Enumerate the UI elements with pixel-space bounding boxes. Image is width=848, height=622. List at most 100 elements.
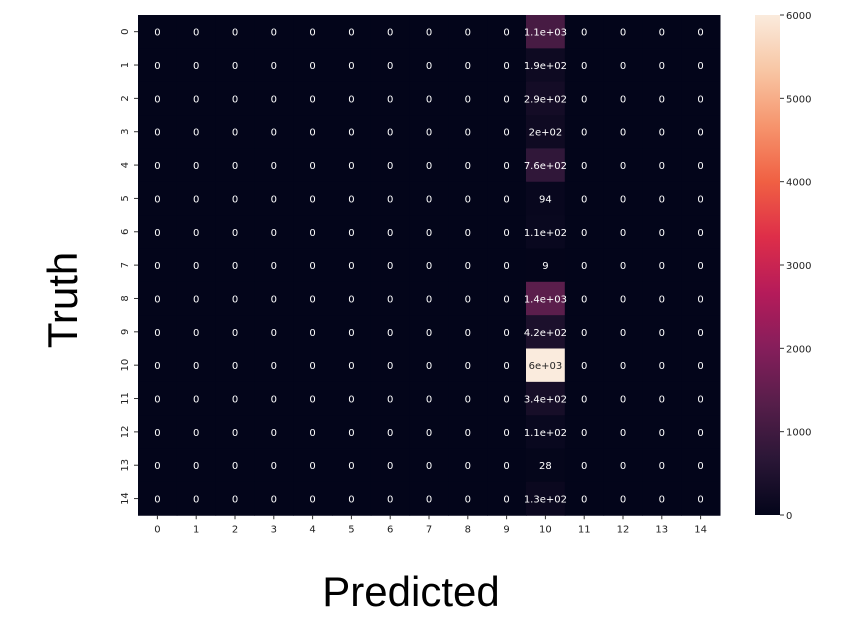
cell-value-label: 0: [426, 395, 432, 406]
cell-value-label: 0: [309, 194, 315, 205]
cell-value-label: 0: [697, 128, 703, 139]
cell-value-label: 0: [387, 261, 393, 272]
heatmap-cell: [681, 181, 721, 216]
cell-value-label: 0: [659, 61, 665, 72]
x-tick-label: 9: [503, 524, 509, 535]
cell-value-label: 0: [465, 28, 471, 39]
cell-value-label: 0: [154, 495, 160, 506]
colorbar-tick-label: 0: [786, 511, 792, 522]
cell-value-label: 2.9e+02: [524, 94, 567, 105]
heatmap-cell: [564, 248, 605, 283]
x-axis-title: Predicted: [322, 568, 499, 615]
heatmap-cell: [603, 115, 643, 149]
cell-value-label: 0: [659, 128, 665, 139]
heatmap-cell: [332, 215, 372, 249]
cell-value-label: 0: [154, 61, 160, 72]
cell-value-label: 0: [193, 228, 199, 239]
cell-value-label: 0: [387, 61, 393, 72]
x-tick-label: 6: [387, 524, 393, 535]
heatmap-cell: [681, 148, 721, 183]
cell-value-label: 0: [426, 428, 432, 439]
heatmap-cell: [681, 248, 721, 283]
cell-value-label: 0: [193, 94, 199, 105]
heatmap-cell: [254, 281, 294, 316]
cell-value-label: 0: [697, 495, 703, 506]
heatmap-cell: [176, 81, 217, 116]
cell-value-label: 0: [581, 428, 587, 439]
cell-value-label: 0: [309, 161, 315, 172]
cell-value-label: 0: [659, 361, 665, 372]
heatmap-cell: [642, 415, 682, 450]
cell-value-label: 0: [465, 461, 471, 472]
cell-value-label: 0: [154, 128, 160, 139]
heatmap-cell: [487, 381, 527, 416]
cell-value-label: 0: [620, 128, 626, 139]
heatmap-cell: [332, 448, 372, 483]
cell-value-label: 0: [659, 495, 665, 506]
heatmap-cell: [332, 348, 372, 383]
heatmap-cell: [642, 15, 682, 49]
cell-value-label: 0: [309, 128, 315, 139]
heatmap-cell: [370, 415, 411, 450]
heatmap-cell: [642, 181, 682, 216]
heatmap-cell: [603, 348, 643, 383]
heatmap-cell: [215, 248, 255, 283]
cell-value-label: 0: [193, 495, 199, 506]
x-tick-label: 12: [617, 524, 630, 535]
y-tick-label: 11: [120, 392, 131, 405]
heatmap-cell: [448, 148, 488, 183]
cell-value-label: 0: [503, 461, 509, 472]
heatmap-cell: [293, 15, 333, 49]
cell-value-label: 0: [154, 461, 160, 472]
cell-value-label: 0: [465, 294, 471, 305]
cell-value-label: 0: [348, 28, 354, 39]
cell-value-label: 0: [620, 361, 626, 372]
heatmap-cell: [332, 181, 372, 216]
x-axis-ticks: 0 1 2 3 4 5 6 7 8 9 10 11 12 13 14: [154, 515, 707, 535]
cell-value-label: 0: [659, 294, 665, 305]
heatmap-cell: [409, 15, 449, 49]
cell-value-label: 0: [697, 395, 703, 406]
cell-value-label: 0: [387, 28, 393, 39]
cell-value-label: 0: [503, 28, 509, 39]
cell-value-label: 0: [581, 28, 587, 39]
cell-value-label: 0: [620, 495, 626, 506]
cell-value-label: 0: [503, 294, 509, 305]
heatmap-cell: [370, 315, 411, 349]
cell-value-label: 0: [581, 395, 587, 406]
heatmap-cell: [642, 215, 682, 249]
heatmap-cell: [370, 81, 411, 116]
cell-value-label: 0: [232, 395, 238, 406]
y-tick-label: 5: [120, 195, 131, 201]
y-tick-label: 9: [120, 329, 131, 335]
cell-value-label: 0: [154, 194, 160, 205]
heatmap-cell: [215, 181, 255, 216]
heatmap-cell: [409, 48, 449, 83]
heatmap-cell: [603, 15, 643, 49]
heatmap-cell: [448, 415, 488, 450]
cell-value-label: 0: [387, 328, 393, 339]
heatmap-cell: [332, 15, 372, 49]
cell-value-label: 1.1e+02: [524, 228, 567, 239]
y-tick-label: 10: [120, 359, 131, 372]
heatmap-cell: [448, 48, 488, 83]
cell-value-label: 1.4e+03: [524, 294, 567, 305]
heatmap-cell: [293, 81, 333, 116]
cell-value-label: 0: [309, 261, 315, 272]
cell-value-label: 94: [539, 194, 552, 205]
cell-value-label: 0: [620, 94, 626, 105]
colorbar-tick-label: 2000: [786, 344, 811, 355]
cell-value-label: 0: [659, 28, 665, 39]
heatmap-cell: [487, 448, 527, 483]
cell-value-label: 0: [697, 161, 703, 172]
x-tick-label: 7: [426, 524, 432, 535]
cell-value-label: 0: [503, 395, 509, 406]
heatmap-cell: [681, 415, 721, 450]
cell-value-label: 0: [387, 461, 393, 472]
heatmap-cell: [487, 215, 527, 249]
heatmap-cell: [681, 48, 721, 83]
cell-value-label: 0: [232, 161, 238, 172]
heatmap-cell: [215, 215, 255, 249]
cell-value-label: 0: [271, 61, 277, 72]
heatmap-cell: [448, 15, 488, 49]
